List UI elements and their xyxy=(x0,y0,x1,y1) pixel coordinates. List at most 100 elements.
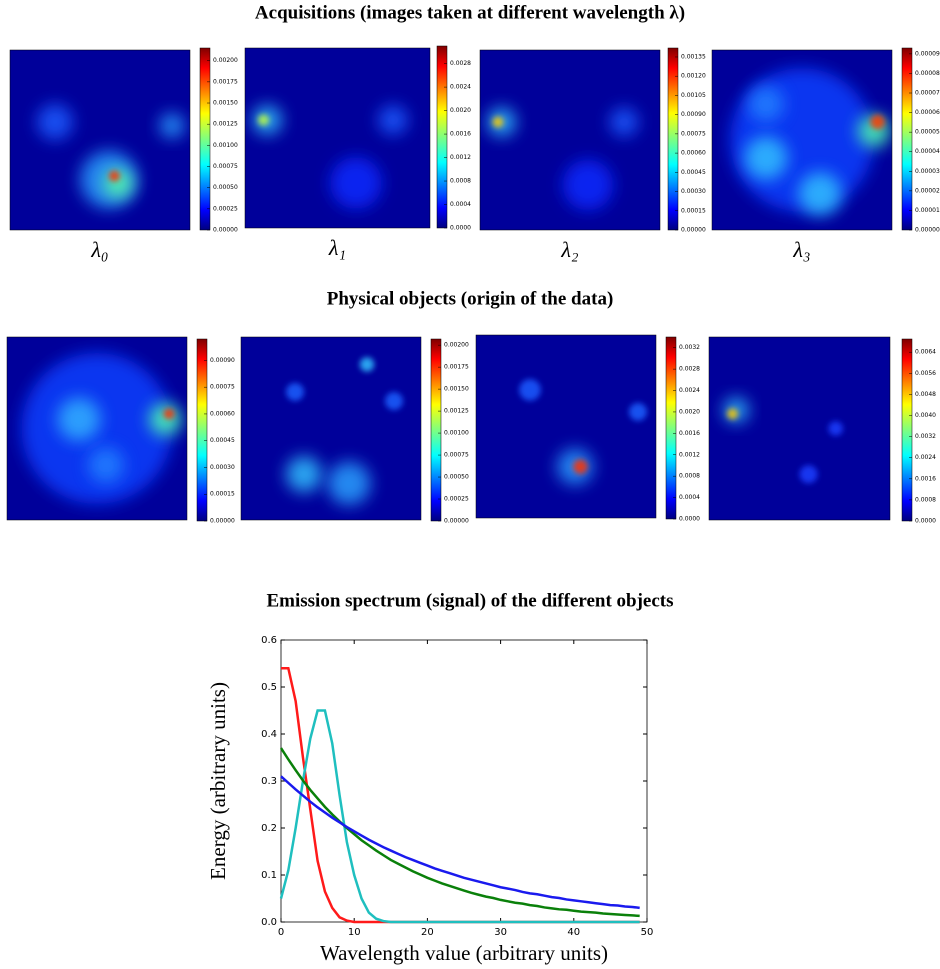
x-axis-label: Wavelength value (arbitrary units) xyxy=(320,941,608,965)
heatmap-blob xyxy=(327,461,371,505)
heatmap-image xyxy=(519,379,647,485)
heatmap-blob xyxy=(799,465,818,484)
plot-area xyxy=(280,639,648,923)
heatmap-blob xyxy=(359,357,375,372)
heatmap-blob xyxy=(286,456,322,493)
x-tick-label: 50 xyxy=(641,927,654,938)
colorbar-tick-label: 0.0020 xyxy=(450,107,471,114)
colorbar-tick-label: 0.00150 xyxy=(444,386,469,393)
colorbar-tick-label: 0.0056 xyxy=(915,370,936,377)
heatmap-blob xyxy=(330,157,382,209)
heatmap-background xyxy=(476,335,656,518)
colorbar-tick-label: 0.00008 xyxy=(915,70,940,77)
colorbar-tick-label: 0.00050 xyxy=(444,474,469,481)
heatmap-panel: 0.00000 0.00025 0.00050 0.00075 0.00100 0.001… xyxy=(9,47,238,262)
colorbar-tick-label: 0.0032 xyxy=(915,433,936,440)
colorbar-tick-label: 0.0016 xyxy=(679,430,700,437)
x-tick-label: 0 xyxy=(278,927,284,938)
colorbar-tick-label: 0.00000 xyxy=(213,227,238,234)
colorbar-tick-label: 0.00050 xyxy=(213,184,238,191)
heatmap-panel: 0.0000 0.0008 0.0016 0.0024 0.0032 0.0040 0.00… xyxy=(708,336,936,525)
colorbar-tick-label: 0.0024 xyxy=(915,454,936,461)
heatmap-blob xyxy=(870,114,885,130)
colorbar-tick-label: 0.00015 xyxy=(681,207,706,214)
heatmap-blob xyxy=(159,113,185,139)
colorbar-tick-label: 0.0004 xyxy=(679,494,700,501)
series-line xyxy=(279,709,640,924)
heatmap-frame xyxy=(6,336,188,521)
colorbar-tick-label: 0.0048 xyxy=(915,391,936,398)
colorbar-tick-label: 0.0024 xyxy=(450,84,471,91)
heatmap-frame xyxy=(9,49,191,231)
colorbar-tick-label: 0.0064 xyxy=(915,349,936,356)
colorbar-tick-label: 0.00002 xyxy=(915,187,940,194)
colorbar-tick-label: 0.00000 xyxy=(444,518,469,525)
y-axis-label: Energy (arbitrary units) xyxy=(206,682,230,880)
colorbar-tick-label: 0.00060 xyxy=(210,410,235,417)
chart-title: Emission spectrum (signal) of the differ… xyxy=(266,590,673,611)
heatmap-panel: 0.00000 0.00015 0.00030 0.00045 0.00060 0.000… xyxy=(479,47,706,262)
colorbar-tick-label: 0.0024 xyxy=(679,387,700,394)
colorbar-tick-label: 0.00007 xyxy=(915,90,940,97)
heatmap-frame xyxy=(240,336,422,521)
colorbar-tick-label: 0.0040 xyxy=(915,412,936,419)
colorbar-tick-label: 0.00090 xyxy=(681,111,706,118)
heatmap-blob xyxy=(609,107,639,137)
colorbar-tick-label: 0.00000 xyxy=(681,227,706,234)
colorbar-tick-label: 0.0032 xyxy=(679,344,700,351)
colorbar-tick-label: 0.00030 xyxy=(210,464,235,471)
colorbar-tick-label: 0.00003 xyxy=(915,168,940,175)
heatmap-background xyxy=(480,50,660,230)
colorbar-tick-label: 0.00000 xyxy=(915,227,940,234)
colorbar xyxy=(199,47,211,231)
colorbar-tick-label: 0.00135 xyxy=(681,53,706,60)
heatmap-frame xyxy=(244,47,431,229)
heatmap-image xyxy=(21,352,182,505)
colorbar-tick-label: 0.0012 xyxy=(450,154,471,161)
colorbar xyxy=(665,336,677,520)
colorbar-tick-label: 0.0000 xyxy=(450,225,471,232)
heatmap-background xyxy=(709,337,890,520)
y-tick-label: 0.1 xyxy=(261,870,277,881)
colorbar-tick-label: 0.0028 xyxy=(450,60,471,67)
heatmap-blob xyxy=(257,114,270,126)
colorbar-tick-label: 0.00009 xyxy=(915,50,940,57)
heatmap-blob xyxy=(492,116,504,128)
heatmap-blob xyxy=(149,403,182,436)
heatmap-blob xyxy=(573,459,588,474)
colorbar xyxy=(901,338,913,522)
colorbar-tick-label: 0.00125 xyxy=(444,408,469,415)
colorbar-tick-label: 0.00015 xyxy=(210,491,235,498)
colorbar-tick-label: 0.00105 xyxy=(681,92,706,99)
heatmap-blob xyxy=(378,105,408,135)
colorbar-tick-label: 0.0020 xyxy=(679,408,700,415)
colorbar-tick-label: 0.00125 xyxy=(213,121,238,128)
colorbar-tick-label: 0.0000 xyxy=(679,516,700,523)
colorbar-tick-label: 0.00025 xyxy=(444,496,469,503)
colorbar-tick-label: 0.00175 xyxy=(444,364,469,371)
colorbar-tick-label: 0.00120 xyxy=(681,73,706,80)
colorbar-tick-label: 0.0016 xyxy=(450,131,471,138)
heatmap-blob xyxy=(828,421,843,436)
heatmap-blob xyxy=(286,382,304,401)
heatmap-image xyxy=(286,357,403,505)
colorbar-tick-label: 0.00045 xyxy=(210,437,235,444)
heatmap-panel: 0.0000 0.0004 0.0008 0.0012 0.0016 0.0020 0.00… xyxy=(244,45,471,260)
series-line xyxy=(280,775,640,910)
colorbar xyxy=(430,338,442,522)
y-tick-label: 0.4 xyxy=(261,729,277,740)
colorbar xyxy=(436,45,448,229)
colorbar-tick-label: 0.00075 xyxy=(210,384,235,391)
colorbar-tick-label: 0.00200 xyxy=(213,57,238,64)
heatmap-blob xyxy=(163,408,175,420)
heatmap-image xyxy=(723,397,843,484)
colorbar xyxy=(667,47,679,231)
heatmap-panel: 0.00000 0.00015 0.00030 0.00045 0.00060 0.000… xyxy=(6,336,235,525)
heatmap-panel: 0.00000 0.00001 0.00002 0.00003 0.00004 0.000… xyxy=(711,47,940,262)
colorbar-tick-label: 0.00045 xyxy=(681,169,706,176)
colorbar-tick-label: 0.0028 xyxy=(679,366,700,373)
colorbar-tick-label: 0.00030 xyxy=(681,188,706,195)
colorbar-tick-label: 0.0016 xyxy=(915,475,936,482)
heatmap-blob xyxy=(37,104,73,140)
heatmap-blob xyxy=(385,392,403,411)
